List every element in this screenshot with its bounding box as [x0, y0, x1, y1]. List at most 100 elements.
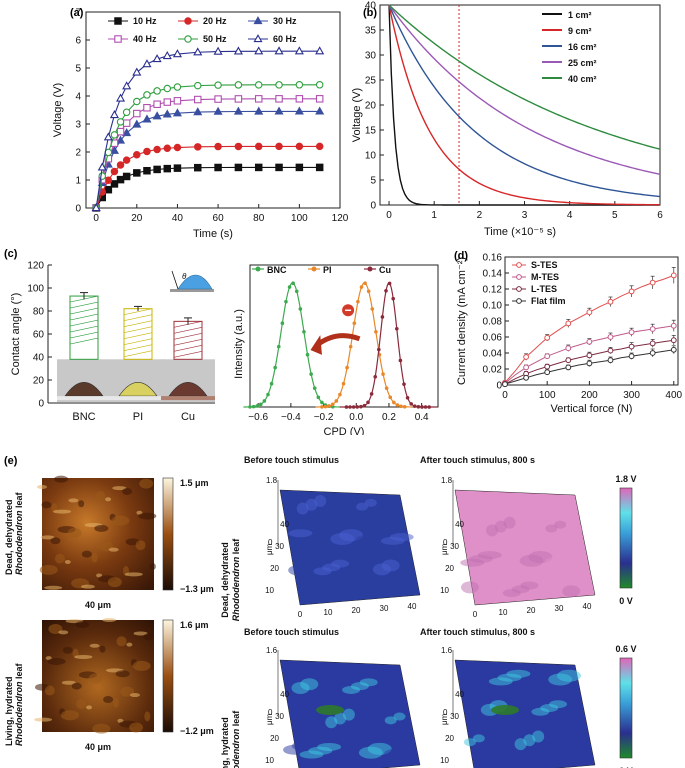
- series-c2-PI: [315, 281, 413, 409]
- afm-texture: [129, 722, 144, 733]
- data-point-a: [173, 83, 182, 91]
- y-tick-label-d: 0.04: [483, 349, 503, 360]
- data-point-d: [565, 357, 572, 364]
- surface-texture: [330, 532, 355, 545]
- data-point-d: [544, 363, 551, 370]
- legend-label-b: 25 cm²: [568, 58, 597, 68]
- surface-row-label: Dead, dehydratedRhododendron leaf: [220, 538, 241, 622]
- bar-hatch: [69, 307, 99, 315]
- surface-texture: [469, 522, 482, 529]
- afm-texture: [115, 670, 130, 678]
- x-tick-label-c2: −0.6: [248, 412, 268, 423]
- y-tick-label-b: 25: [365, 76, 377, 87]
- legend-marker-a: [253, 16, 263, 25]
- data-point-a: [194, 81, 202, 90]
- data-point-d: [502, 381, 508, 388]
- afm-texture: [67, 527, 82, 538]
- data-point-a: [153, 100, 161, 108]
- legend-label-d: Flat film: [531, 296, 566, 306]
- y-tick-label-a: 4: [75, 92, 81, 103]
- surface-texture: [333, 748, 358, 755]
- surface-y-tick: 20: [270, 734, 279, 743]
- y-axis-label-b: Voltage (V): [351, 88, 363, 142]
- surface-texture: [461, 581, 479, 594]
- afm-texture: [86, 705, 93, 710]
- legend-label-b: 9 cm²: [568, 26, 592, 36]
- afm-texture: [92, 723, 111, 734]
- data-point-c2: [423, 405, 428, 409]
- data-point-a: [254, 142, 263, 151]
- data-point-c2: [412, 404, 417, 408]
- data-point-a: [214, 163, 222, 172]
- surface-texture: [460, 558, 485, 567]
- data-point-c2: [323, 404, 328, 409]
- chart-b: (b) 0 1 2 3 4 5 6 0 5 10 15 20 25 30 35 40 Time (×10⁻⁵ s)…: [351, 1, 663, 239]
- chart-c-contact-angle: (c) 0 20 40 60 80 100 120 Contact angle (°) BNC PI…: [4, 248, 215, 423]
- inset-angle-line: [171, 270, 179, 290]
- data-point-c2: [402, 382, 406, 386]
- surface-texture: [393, 712, 406, 721]
- data-point-a: [275, 81, 283, 89]
- bar-hatch: [69, 337, 99, 345]
- afm-texture: [54, 553, 65, 564]
- data-point-a: [315, 163, 324, 172]
- fit-line-c2: [243, 282, 341, 408]
- y-tick-label-d: 0: [496, 381, 502, 392]
- data-point-a: [142, 59, 152, 68]
- y-tick-label-b: 5: [370, 176, 376, 187]
- data-point-c2: [266, 392, 270, 397]
- data-point-a: [194, 95, 202, 104]
- data-point-c2: [348, 344, 353, 349]
- y-tick-label-a: 1: [75, 176, 81, 187]
- data-point-c2: [391, 296, 396, 301]
- surface-x-tick: 10: [499, 608, 508, 617]
- data-point-c2: [387, 281, 392, 286]
- data-point-c2: [330, 402, 335, 407]
- x-tick-label-d: 100: [539, 390, 556, 401]
- data-point-a: [214, 81, 222, 89]
- legend-label-a: 40 Hz: [133, 34, 157, 44]
- data-point-a: [162, 109, 172, 118]
- series-c2-Cu: [339, 281, 438, 409]
- y-tick-label-c: 40: [33, 353, 45, 364]
- x-tick-label-a: 120: [332, 213, 349, 224]
- title-after-1: After touch stimulus, 800 s: [420, 455, 535, 465]
- surface-texture: [368, 710, 381, 721]
- y-tick-label-b: 10: [365, 151, 377, 162]
- voltage-colorbar-bottom: 0 V: [619, 766, 633, 768]
- surface-texture: [514, 738, 527, 751]
- surface-x-tick: 0: [473, 610, 478, 619]
- surface-texture: [359, 714, 372, 725]
- afm-texture: [149, 562, 156, 570]
- data-point-a: [315, 142, 324, 151]
- legend-label-d: L-TES: [531, 284, 557, 294]
- data-point-a: [152, 111, 162, 120]
- y-axis-label-c2: Intensity (a.u.): [233, 309, 245, 379]
- surface-texture: [325, 716, 338, 729]
- data-point-a: [116, 118, 125, 126]
- data-point-a: [132, 67, 142, 76]
- y-tick-label-d: 0.08: [483, 317, 503, 328]
- afm-texture: [112, 697, 119, 708]
- afm-texture: [103, 696, 114, 704]
- surface-texture: [554, 520, 567, 529]
- z-bottom-label: 0: [443, 538, 448, 547]
- data-point-c2: [255, 404, 259, 408]
- afm-texture: [34, 717, 53, 722]
- data-point-c2: [363, 281, 367, 286]
- afm-texture: [68, 498, 79, 503]
- x-tick-label-d: 300: [623, 390, 640, 401]
- bar-hatch: [69, 319, 99, 327]
- legend-label-d: M-TES: [531, 272, 559, 282]
- surface-texture: [364, 498, 377, 507]
- data-point-d: [523, 374, 529, 381]
- surface-texture: [338, 569, 357, 576]
- data-point-a: [274, 106, 284, 115]
- category-label-c: BNC: [72, 411, 95, 423]
- x-tick-label-c2: −0.4: [281, 412, 301, 423]
- surface-y-tick: 10: [440, 586, 449, 595]
- voltage-colorbar-top: 0.6 V: [615, 644, 636, 654]
- surface-texture: [381, 504, 394, 511]
- panel-c-label: (c): [4, 248, 18, 260]
- y-tick-label-b: 35: [365, 26, 377, 37]
